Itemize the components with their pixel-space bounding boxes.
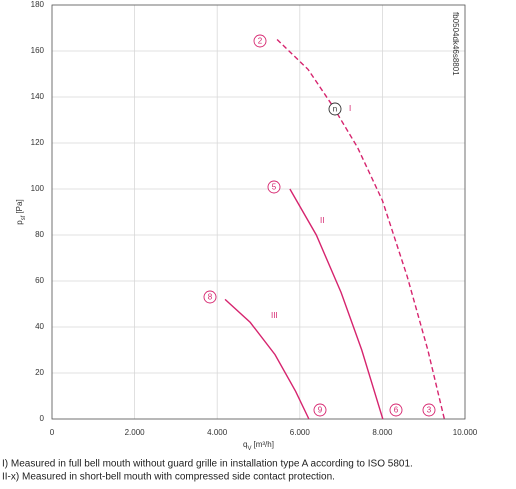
figure-code: fb0504dk46s8801 (451, 12, 460, 76)
unit: [Pa] (15, 199, 24, 213)
curve-label: II (320, 216, 324, 225)
annotation: 6 (394, 406, 399, 415)
annotation-circle (422, 403, 436, 417)
y-tick-label: 20 (35, 368, 44, 377)
curve (276, 38, 446, 420)
footnote: I) Measured in full bell mouth without g… (2, 459, 413, 470)
curve (224, 298, 310, 420)
plot-frame (51, 4, 466, 420)
x-tick-label: 4.000 (207, 428, 228, 437)
annotation: 2 (258, 37, 263, 46)
y-tick-label: 80 (35, 230, 44, 239)
symbol: p (15, 220, 24, 225)
x-tick-label: 2.000 (125, 428, 146, 437)
x-tick-label: 0 (50, 428, 55, 437)
y-tick-label: 100 (31, 184, 45, 193)
y-tick-label: 140 (31, 92, 45, 101)
subscript: V (247, 446, 251, 452)
annotation: 3 (427, 406, 432, 415)
annotation-circle (203, 290, 217, 304)
xlabel-label: qV [m³/h] (243, 440, 274, 451)
annotation-circle (253, 34, 267, 48)
annotation: n (333, 105, 337, 114)
y-tick-label: 60 (35, 276, 44, 285)
curve-label: I (349, 104, 351, 113)
footnote: II-x) Measured in short-bell mouth with … (2, 472, 335, 483)
annotation-circle (389, 403, 403, 417)
y-tick-label: 160 (31, 46, 45, 55)
y-tick-label: 40 (35, 322, 44, 331)
annotation-circle (328, 102, 342, 116)
symbol: q (243, 440, 247, 449)
curve (289, 188, 384, 420)
unit: [m³/h] (254, 440, 274, 449)
y-tick-label: 120 (31, 138, 45, 147)
ylabel-label: psf [Pa] (15, 199, 26, 224)
annotation: 9 (318, 406, 323, 415)
x-tick-label: 10.000 (453, 428, 478, 437)
annotation: 8 (208, 293, 213, 302)
subscript: sf (21, 215, 27, 220)
x-tick-label: 6.000 (290, 428, 311, 437)
annotation-circle (313, 403, 327, 417)
y-tick-label: 180 (31, 0, 45, 9)
annotation: 5 (272, 183, 277, 192)
annotation-circle (267, 180, 281, 194)
y-tick-label: 0 (40, 414, 45, 423)
x-tick-label: 8.000 (372, 428, 393, 437)
curve-label: III (271, 311, 278, 320)
